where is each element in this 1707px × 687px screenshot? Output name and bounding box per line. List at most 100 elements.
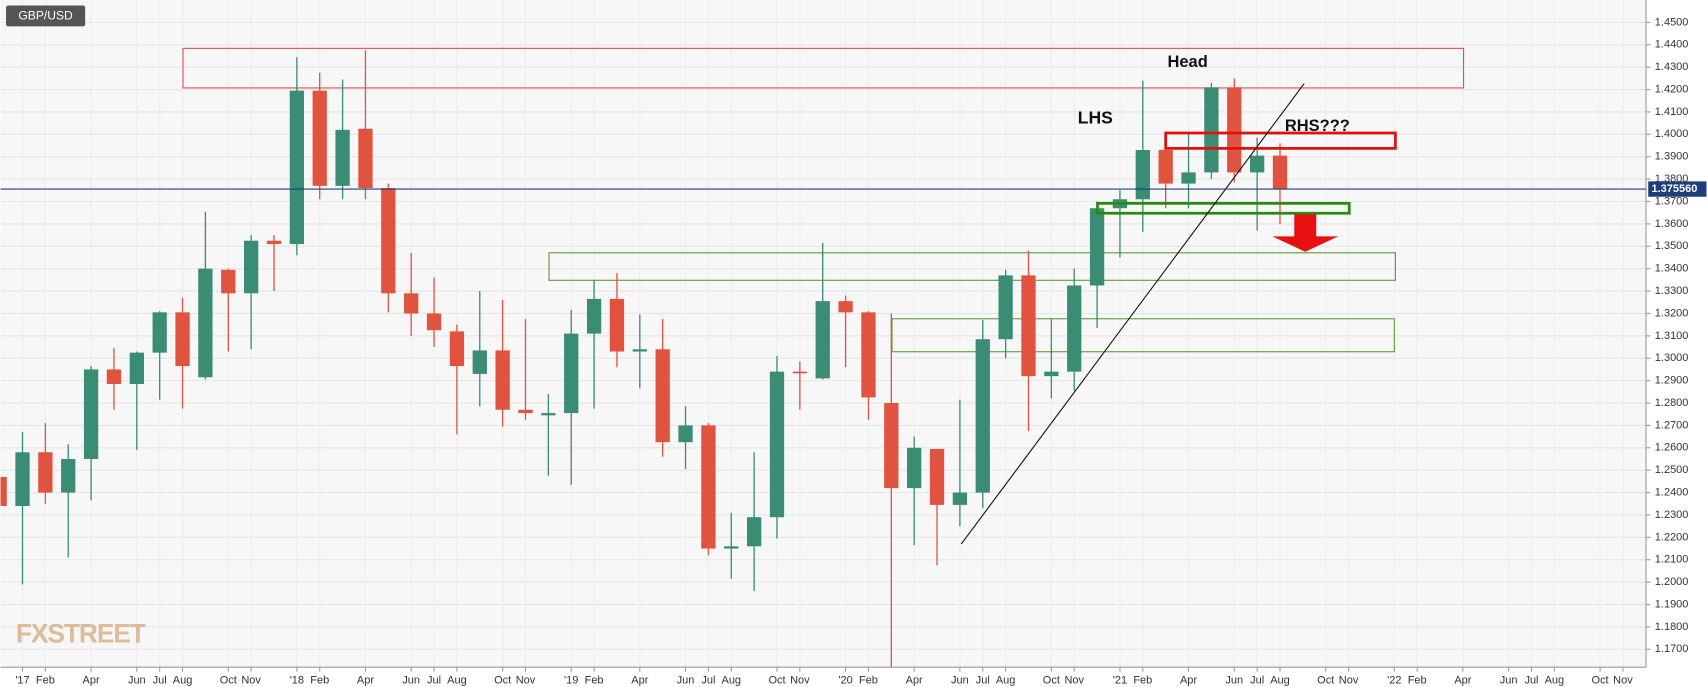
x-tick-label: Feb [585, 674, 604, 686]
annotation: LHS [1078, 107, 1113, 127]
candle-body [1181, 172, 1196, 184]
y-tick-label: 1.2700 [1655, 419, 1689, 431]
x-tick-label: '21 [1113, 674, 1127, 686]
candle-body [861, 312, 876, 398]
annotation: Head [1168, 53, 1208, 71]
x-tick-label: Nov [1339, 674, 1359, 686]
support-zone [548, 252, 1396, 281]
y-tick-label: 1.4300 [1655, 61, 1689, 73]
x-tick-label: Nov [1613, 674, 1633, 686]
x-tick-label: '19 [564, 674, 578, 686]
x-tick-label: Oct [1317, 674, 1334, 686]
x-tick-label: '18 [290, 674, 304, 686]
x-tick-label: Feb [310, 674, 329, 686]
x-tick-label: Jul [1524, 674, 1538, 686]
x-tick-label: Jul [976, 674, 990, 686]
x-tick-label: Nov [516, 674, 536, 686]
candle-body [655, 349, 670, 443]
candle-body [1021, 275, 1036, 377]
candle-body [838, 301, 853, 313]
brand-logo: FXSTREET [16, 618, 146, 648]
axes: 1.1700 1.1800 1.1900 1.2000 1.2100 1.2200 1.23… [15, 16, 1688, 686]
x-tick-label: Apr [631, 674, 648, 686]
support-zone [1096, 201, 1351, 215]
y-tick-label: 1.3400 [1655, 263, 1689, 275]
candle-body [724, 546, 739, 549]
candle-body [769, 371, 785, 518]
x-tick-label: Feb [1408, 674, 1427, 686]
candle-body [198, 268, 213, 378]
x-tick-label: Feb [36, 674, 55, 686]
x-tick-label: Apr [357, 674, 374, 686]
x-tick-label: Aug [721, 674, 741, 686]
candle-body [1204, 87, 1219, 173]
x-tick-label: '22 [1387, 674, 1401, 686]
candle-body [83, 369, 99, 459]
y-tick-label: 1.3100 [1655, 330, 1689, 342]
x-tick-label: Oct [220, 674, 237, 686]
y-tick-label: 1.1700 [1655, 643, 1689, 655]
x-tick-label: Jul [427, 674, 441, 686]
candle-body [38, 452, 53, 493]
candle-body [746, 517, 762, 547]
x-tick-label: Apr [1180, 674, 1197, 686]
candle-body [1158, 150, 1173, 184]
candle-body [541, 413, 556, 416]
y-tick-label: 1.1800 [1655, 621, 1689, 633]
x-tick-label: Jun [128, 674, 146, 686]
y-tick-label: 1.2500 [1655, 464, 1689, 476]
candle-body [266, 240, 282, 245]
candle-body [495, 350, 510, 410]
x-tick-label: Apr [1454, 674, 1471, 686]
candle-body [1135, 150, 1150, 200]
candle-body [426, 313, 442, 331]
y-tick-label: 1.1900 [1655, 598, 1689, 610]
candle-body [632, 349, 647, 352]
chart-title: GBP/USD [18, 9, 73, 23]
candle-body [381, 188, 396, 294]
candle-body [0, 476, 7, 507]
current-price-badge [1648, 181, 1707, 197]
candle-body [15, 452, 30, 507]
candle-body [1272, 155, 1288, 190]
candle-body [1067, 285, 1082, 372]
candle-body [586, 298, 602, 334]
y-tick-label: 1.2600 [1655, 442, 1689, 454]
candle-body [175, 312, 190, 367]
candle-body [1249, 155, 1265, 173]
resistance-zone [182, 47, 1465, 89]
x-tick-label: Jun [951, 674, 969, 686]
candle-body [952, 492, 968, 505]
x-tick-label: Oct [494, 674, 511, 686]
candle-body [998, 275, 1013, 340]
y-tick-label: 1.3000 [1655, 352, 1689, 364]
neckline-zone [1164, 131, 1397, 150]
x-tick-label: Jun [1500, 674, 1518, 686]
y-tick-label: 1.3500 [1655, 240, 1689, 252]
candle-body [472, 350, 487, 374]
candle-body [792, 371, 808, 374]
x-tick-label: Nov [1064, 674, 1084, 686]
y-tick-label: 1.2200 [1655, 531, 1689, 543]
x-tick-label: '20 [838, 674, 852, 686]
y-tick-label: 1.3900 [1655, 151, 1689, 163]
candle-body [243, 240, 259, 294]
x-tick-label: Jul [1250, 674, 1264, 686]
x-tick-label: Jun [402, 674, 420, 686]
candles [0, 50, 1288, 668]
y-tick-label: 1.3600 [1655, 218, 1689, 230]
x-tick-label: Jul [153, 674, 167, 686]
x-tick-label: Apr [906, 674, 923, 686]
trendline [960, 83, 1305, 545]
y-tick-label: 1.3700 [1655, 195, 1689, 207]
x-tick-label: Aug [173, 674, 193, 686]
title-badge [6, 5, 86, 27]
y-tick-label: 1.2000 [1655, 576, 1689, 588]
x-tick-label: Oct [768, 674, 785, 686]
candle-body [335, 129, 350, 186]
candle-body [929, 448, 945, 505]
candle-body [884, 403, 899, 489]
grid [0, 0, 1647, 668]
down-arrow [1272, 214, 1339, 252]
y-tick-label: 1.4000 [1655, 128, 1689, 140]
